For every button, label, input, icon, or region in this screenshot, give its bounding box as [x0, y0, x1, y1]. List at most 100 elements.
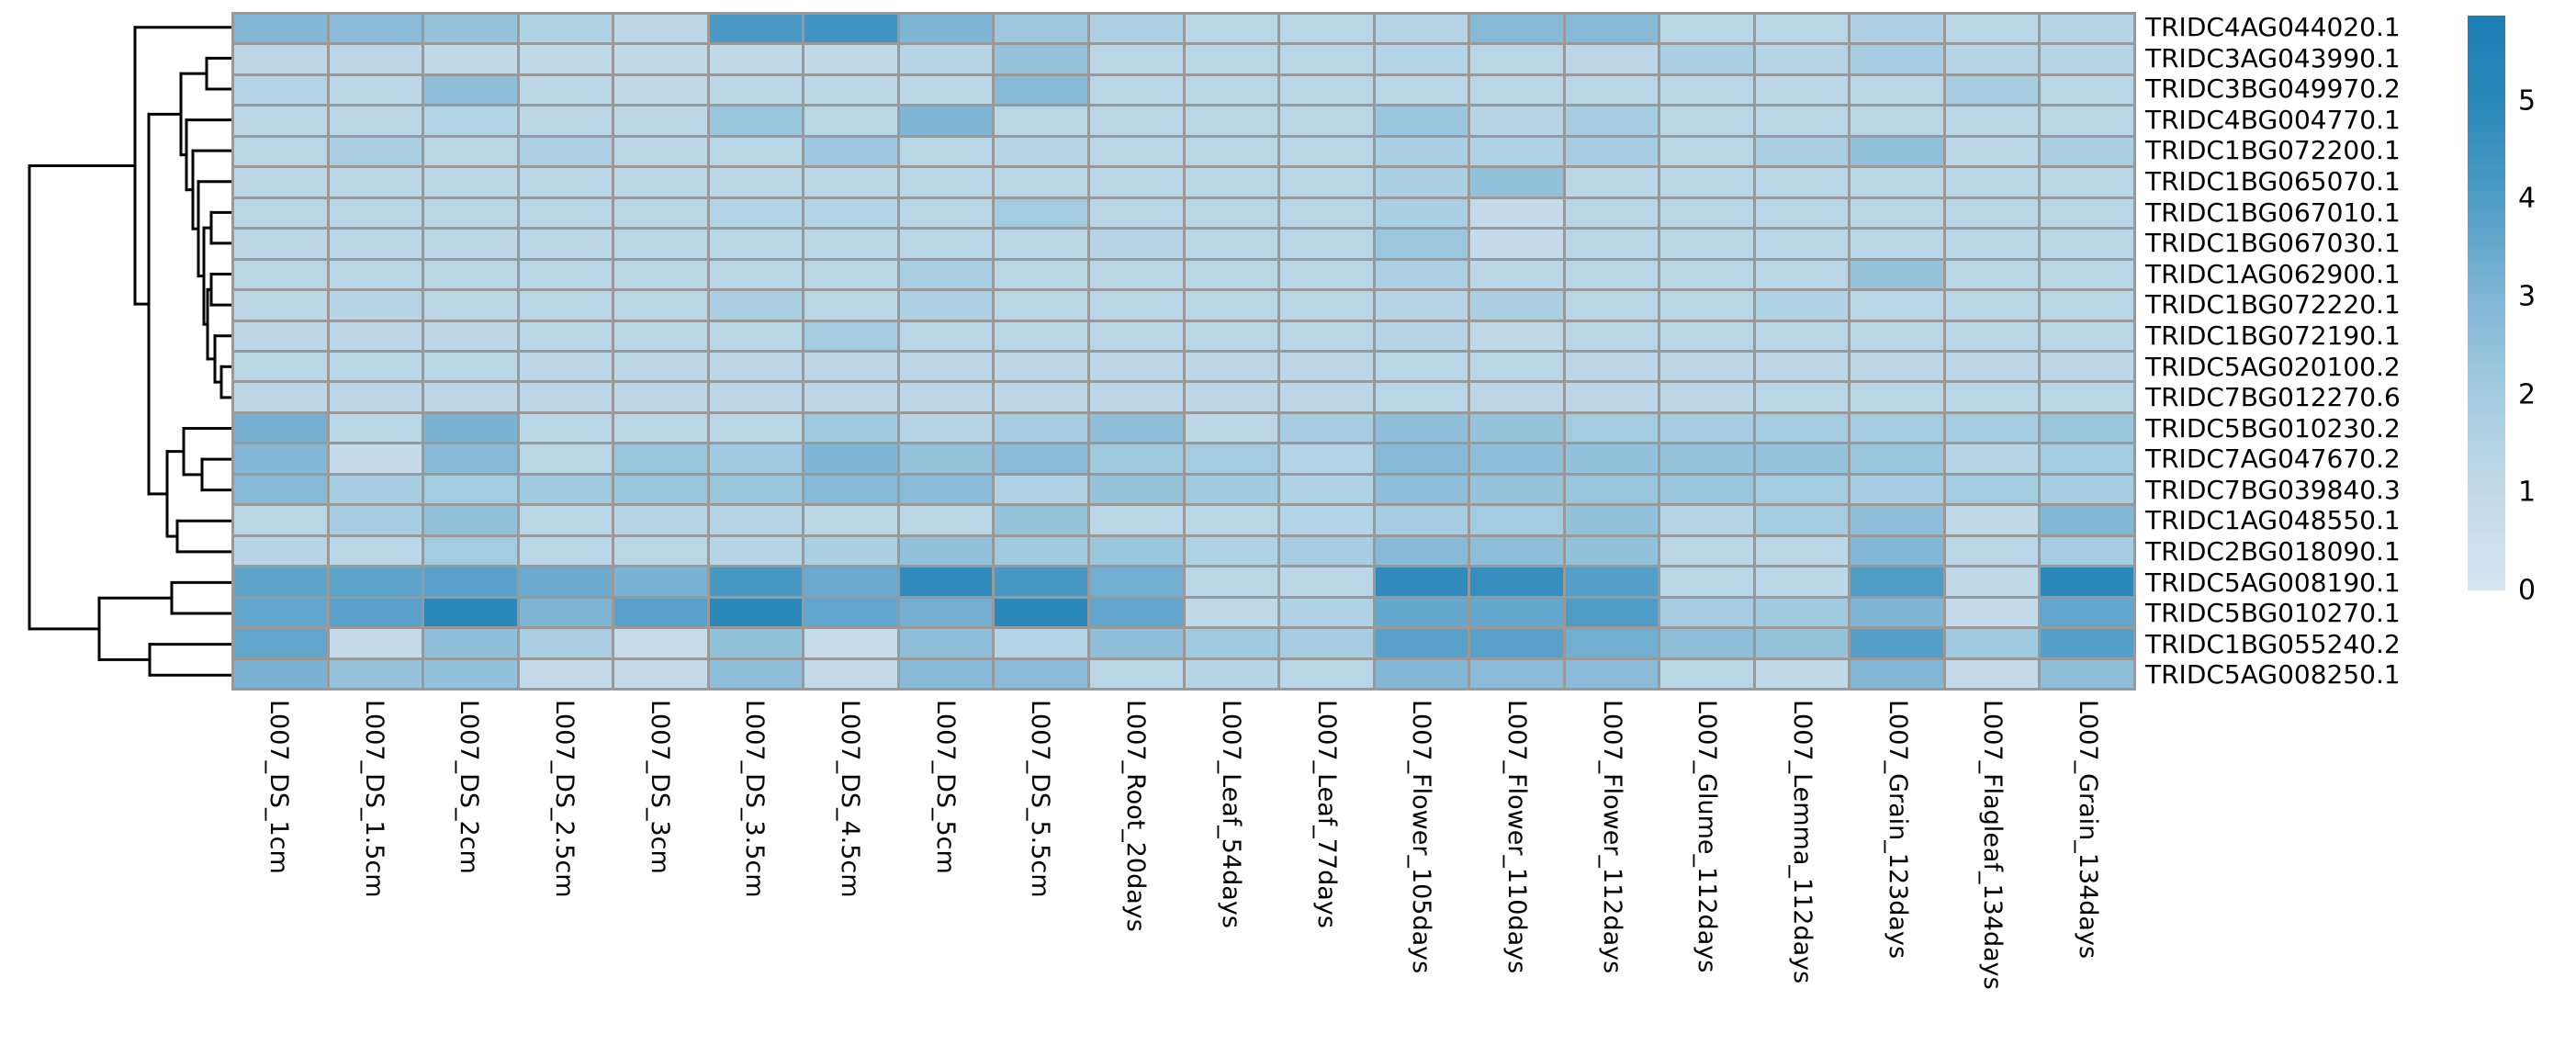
heatmap-cell [709, 598, 803, 627]
heatmap-cell [1280, 383, 1373, 411]
heatmap-cell [899, 45, 993, 73]
heatmap-cell [1185, 629, 1278, 657]
heatmap-cell [1945, 629, 2039, 657]
row-label: TRIDC1BG072220.1 [2145, 289, 2401, 320]
heatmap-cell [329, 506, 422, 534]
heatmap-cell [1280, 413, 1373, 443]
heatmap-cell [1375, 230, 1468, 258]
heatmap-cell [709, 629, 803, 657]
heatmap-cell [804, 198, 897, 228]
heatmap-cell [995, 567, 1087, 596]
heatmap-cell [1565, 567, 1659, 596]
heatmap-cell [424, 291, 517, 320]
heatmap-cell [1565, 321, 1659, 350]
heatmap-cell [2041, 321, 2133, 350]
heatmap-cell [1565, 383, 1659, 411]
heatmap-cell [709, 536, 803, 566]
heatmap-cell [424, 137, 517, 166]
heatmap-cell [1660, 15, 1753, 43]
heatmap-cell [1660, 321, 1753, 350]
heatmap-cell [1945, 475, 2039, 504]
heatmap-cell [1089, 15, 1183, 43]
heatmap-cell [614, 230, 707, 258]
heatmap-cell [899, 260, 993, 289]
heatmap-cell [1755, 629, 1849, 657]
heatmap-cell [1850, 506, 1943, 534]
heatmap-cell [804, 413, 897, 443]
heatmap-cell [614, 567, 707, 596]
heatmap-cell [709, 291, 803, 320]
heatmap-cell [1850, 536, 1943, 566]
row-label: TRIDC1AG062900.1 [2145, 258, 2401, 289]
heatmap-cell [1755, 45, 1849, 73]
heatmap-cell [1565, 475, 1659, 504]
heatmap-cell [709, 659, 803, 688]
heatmap-cell [1945, 230, 2039, 258]
heatmap-cell [329, 321, 422, 350]
heatmap-cell [329, 629, 422, 657]
heatmap-cell [329, 260, 422, 289]
heatmap-cell [1660, 198, 1753, 228]
heatmap-cell [1375, 598, 1468, 627]
heatmap-cell [2041, 659, 2133, 688]
heatmap-cell [519, 413, 613, 443]
heatmap-cell [234, 536, 327, 566]
heatmap-cell [1660, 536, 1753, 566]
heatmap-cell [1945, 137, 2039, 166]
heatmap-cell [1945, 659, 2039, 688]
heatmap-cell [614, 137, 707, 166]
heatmap-cell [614, 353, 707, 381]
heatmap-cell [1280, 107, 1373, 135]
heatmap-cell [1375, 536, 1468, 566]
heatmap-cell [614, 45, 707, 73]
heatmap-cell [519, 321, 613, 350]
heatmap-cell [519, 353, 613, 381]
heatmap-cell [1660, 444, 1753, 473]
heatmap-cell [234, 45, 327, 73]
heatmap-cell [234, 291, 327, 320]
heatmap-cell [614, 659, 707, 688]
heatmap-cell [614, 198, 707, 228]
heatmap-cell [614, 168, 707, 197]
heatmap-cell [2041, 567, 2133, 596]
heatmap-cell [804, 475, 897, 504]
heatmap-cell [1185, 291, 1278, 320]
heatmap-cell [614, 444, 707, 473]
heatmap-cell [709, 15, 803, 43]
heatmap-cell [1375, 567, 1468, 596]
heatmap-cell [804, 230, 897, 258]
heatmap-cell [424, 15, 517, 43]
heatmap-cell [2041, 413, 2133, 443]
heatmap-cell [709, 383, 803, 411]
heatmap-cell [1470, 567, 1563, 596]
heatmap-cell [804, 353, 897, 381]
heatmap-cell [1089, 383, 1183, 411]
heatmap-cell [1185, 598, 1278, 627]
heatmap-cell [899, 413, 993, 443]
heatmap-cell [1565, 107, 1659, 135]
heatmap-cell [899, 75, 993, 105]
heatmap-cell [234, 137, 327, 166]
heatmap-cell [1375, 475, 1468, 504]
heatmap-cell [1185, 536, 1278, 566]
heatmap-cell [995, 659, 1087, 688]
heatmap-cell [1185, 659, 1278, 688]
heatmap-cell [709, 321, 803, 350]
heatmap-cell [329, 198, 422, 228]
heatmap-cell [1280, 260, 1373, 289]
heatmap-cell [1280, 506, 1373, 534]
heatmap-cell [1850, 598, 1943, 627]
heatmap-cell [614, 260, 707, 289]
heatmap-cell [995, 45, 1087, 73]
heatmap-cell [1660, 567, 1753, 596]
heatmap-cell [1755, 291, 1849, 320]
heatmap-cell [2041, 168, 2133, 197]
heatmap-cell [709, 260, 803, 289]
heatmap-cell [1470, 598, 1563, 627]
heatmap-cell [899, 475, 993, 504]
heatmap-cell [1565, 598, 1659, 627]
heatmap-cell [995, 353, 1087, 381]
row-label: TRIDC4BG004770.1 [2145, 104, 2401, 135]
heatmap-cell [1850, 45, 1943, 73]
